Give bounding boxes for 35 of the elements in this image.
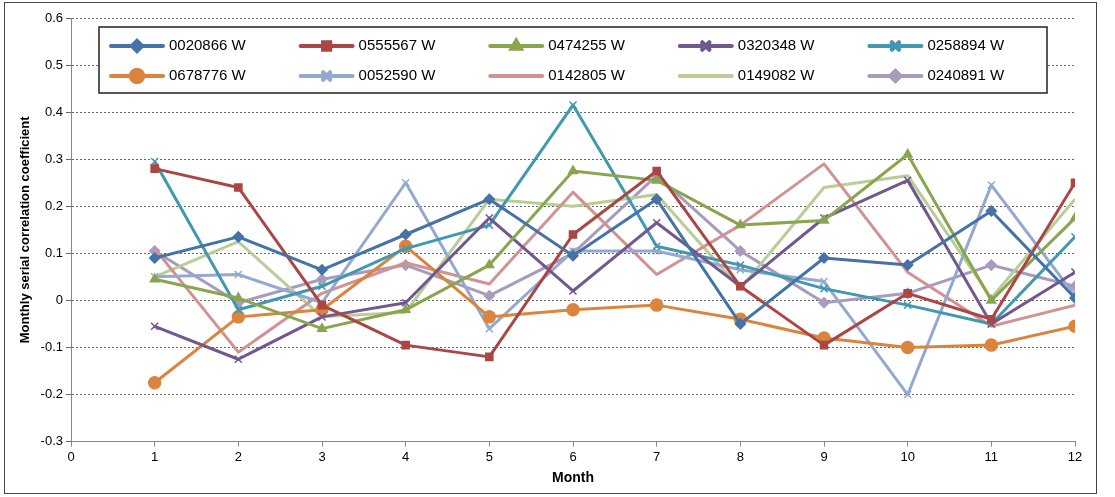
legend-label: 0320348 W	[737, 36, 816, 54]
x-tick-label: 10	[900, 448, 915, 464]
y-tick-label: 0.3	[44, 150, 63, 166]
x-tick-label: 4	[402, 448, 410, 464]
legend-label: 0240891 W	[927, 66, 1005, 84]
legend-label: 0142805 W	[548, 66, 626, 84]
y-tick-label: 0.6	[44, 9, 63, 25]
x-tick-label: 7	[653, 448, 661, 464]
y-tick-label: 0.5	[44, 56, 63, 72]
x-tick-label: 5	[485, 448, 493, 464]
legend-label: 0555567 W	[358, 36, 437, 54]
legend-label: 0474255 W	[548, 36, 626, 54]
x-axis-title: Month	[552, 469, 594, 486]
y-tick-label: -0.3	[40, 433, 63, 449]
legend-label: 0020866 W	[169, 36, 247, 54]
y-tick-label: -0.1	[40, 339, 63, 355]
y-tick-label: 0.4	[44, 103, 63, 119]
x-tick-label: 2	[234, 448, 242, 464]
y-tick-label: 0.2	[44, 197, 63, 213]
legend-label: 0052590 W	[358, 66, 437, 84]
x-tick-label: 11	[984, 448, 999, 464]
x-tick-label: 3	[318, 448, 326, 464]
x-tick-label: 8	[736, 448, 744, 464]
y-tick-label: 0.1	[44, 244, 63, 260]
x-tick-label: 9	[820, 448, 828, 464]
y-tick-label: -0.2	[40, 386, 63, 402]
x-tick-label: 12	[1067, 448, 1083, 464]
x-tick-label: 6	[569, 448, 577, 464]
legend-label: 0149082 W	[737, 66, 816, 84]
y-tick-label: 0	[55, 291, 63, 307]
legend-label: 0258894 W	[927, 36, 1005, 54]
legend-label: 0678776 W	[169, 66, 247, 84]
x-tick-label: 1	[151, 448, 159, 464]
x-tick-label: 0	[67, 448, 75, 464]
y-axis-title: Monthly serial correlation coefficient	[17, 115, 33, 344]
